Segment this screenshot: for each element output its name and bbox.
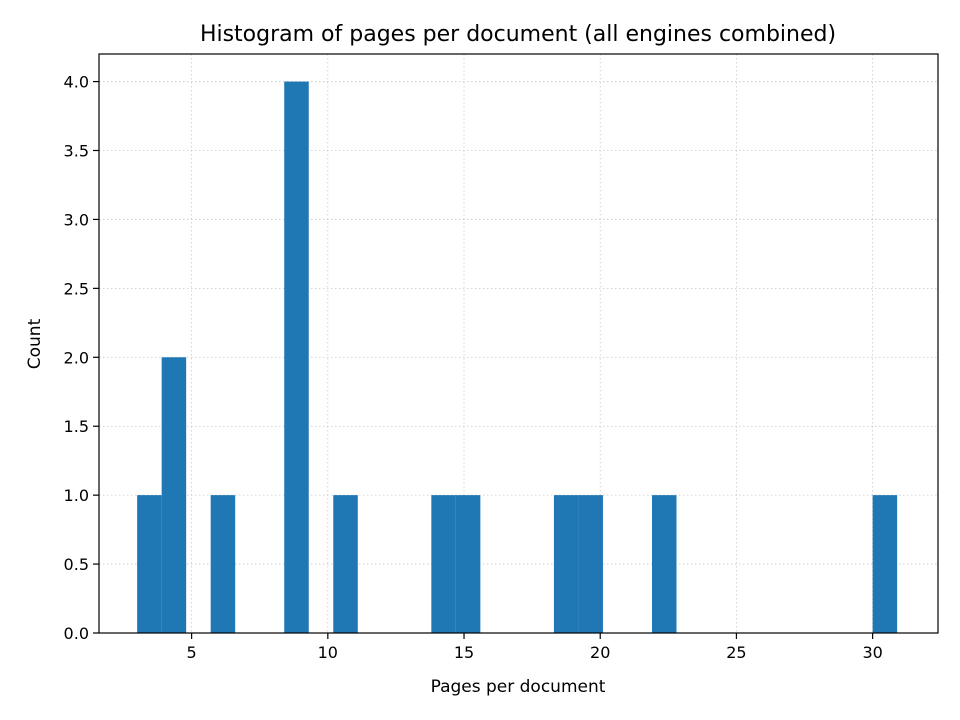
x-tick-label: 25 <box>726 643 746 662</box>
histogram-bar <box>161 357 187 633</box>
plot-frame <box>98 53 939 634</box>
y-tick-label: 0.0 <box>64 624 89 643</box>
y-tick-label: 2.0 <box>64 348 89 367</box>
histogram-bar <box>333 495 358 633</box>
histogram-bar <box>651 495 677 633</box>
x-tick-label: 5 <box>187 643 197 662</box>
histogram-bar <box>210 495 236 633</box>
y-tick-label: 0.5 <box>64 555 89 574</box>
histogram-bar <box>578 495 603 633</box>
x-tick-label: 20 <box>590 643 610 662</box>
y-tick-label: 2.5 <box>64 279 89 298</box>
y-tick-label: 3.5 <box>64 142 89 161</box>
histogram-bar <box>431 495 456 633</box>
y-tick-label: 4.0 <box>64 73 89 92</box>
x-tick-label: 30 <box>862 643 882 662</box>
grid-layer <box>99 54 938 634</box>
y-axis-label: Count <box>25 318 45 369</box>
bar-layer <box>137 81 898 634</box>
histogram-bar <box>872 495 898 633</box>
histogram-bar <box>137 495 162 633</box>
chart-title: Histogram of pages per document (all eng… <box>200 22 836 47</box>
y-tick-label: 3.0 <box>64 210 89 229</box>
x-tick-label: 10 <box>318 643 338 662</box>
histogram-bar <box>284 81 309 634</box>
x-tick-label: 15 <box>454 643 474 662</box>
axis-layer: 5 10 15 20 25 30 0.0 0.5 1.0 1.5 2.0 2.5 3.0 3.5 4.0 <box>64 53 939 662</box>
histogram-bar <box>455 495 481 633</box>
y-tick-label: 1.0 <box>64 486 89 505</box>
x-axis-label: Pages per document <box>431 677 606 697</box>
histogram-bar <box>553 495 579 633</box>
y-tick-label: 1.5 <box>64 417 89 436</box>
